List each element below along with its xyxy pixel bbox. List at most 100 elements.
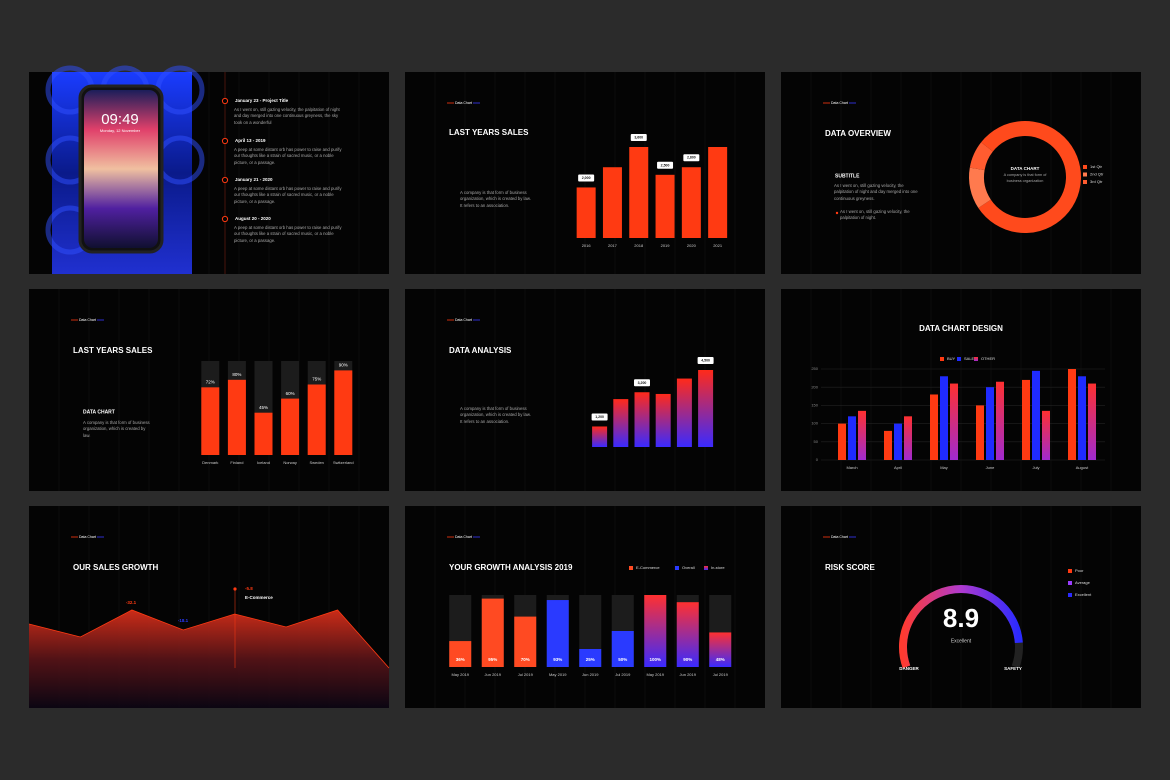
bar [307,384,326,455]
value-label: 3,600 [634,136,643,140]
donut-segment [978,120,1082,233]
x-tick-label: 2018 [634,243,644,248]
phone-time: 09:49 [101,111,139,128]
slide-label: Data Chart [455,535,472,539]
y-tick-label: 200 [811,384,818,389]
value-label: 72% [206,380,215,385]
value-label-box [630,134,647,141]
bar [201,387,220,455]
subtitle: DATA CHART [83,409,115,415]
bar [334,370,353,455]
x-tick-label: Jun 2019 [582,672,599,677]
donut-text: A company is that form of business organ… [1003,173,1047,183]
x-tick-label: Sweden [309,460,323,465]
legend-swatch [1068,569,1072,573]
x-tick-label: Norway [283,460,297,465]
y-tick-label: 0 [816,457,819,462]
value-label: 48% [716,657,725,662]
value-label-box [683,154,700,162]
x-tick-label: Iceland [257,460,270,465]
legend-label: 1st Qtr [1090,164,1103,169]
paragraph-box: A company is that form of business organ… [83,420,150,438]
paragraph: A company is that form of business organ… [460,190,531,208]
event-text: A peep at some distant orb has power to … [234,225,342,243]
donut-title: DATA CHART [1011,166,1040,171]
legend-swatch [940,357,944,361]
bar [655,174,675,238]
bar [254,412,273,455]
value-label: 2,000 [582,176,591,180]
legend-swatch [1068,593,1072,597]
slide-title: OUR SALES GROWTH [73,563,159,572]
slide-title: YOUR GROWTH ANALYSIS 2019 [449,563,573,572]
paragraph-box: As I went on, still gazing velocity, the… [834,183,918,201]
slide-label: Data Chart [455,101,472,105]
legend-label: BUY [947,356,956,361]
area [29,610,389,708]
y-tick-label: 100 [811,421,818,426]
bar [894,423,902,460]
annotation: -5.8 [245,586,253,591]
subtitle: SUBTITLE [835,173,860,179]
bar [576,187,596,238]
annotation: -32.1 [126,600,137,605]
bar [227,379,246,455]
bar [838,423,846,460]
timeline-dot [221,137,229,145]
legend-label: 3rd Qtr [1090,179,1103,184]
value-label: 45% [259,405,268,410]
slide-label: Data Chart [79,535,96,539]
event-title: January 21 - 2020 [235,177,273,182]
bar [884,430,892,460]
slide-title: DATA ANALYSIS [449,346,512,355]
bar [858,410,866,460]
bullet-text: As I went on, still gazing velocity, the… [840,209,910,221]
x-tick-label: Jul 2019 [713,672,729,677]
legend-label: Excellent [1075,592,1092,597]
value-label-box [657,161,674,169]
event-text: A peep at some distant orb has power to … [234,147,342,165]
event-text: A peep at some distant orb has power to … [234,186,342,204]
legend-swatch [704,566,708,570]
value-label-box [578,174,595,182]
phone-date: Monday, 12 November [100,128,141,133]
x-tick-label: Denmark [202,460,218,465]
bar [579,649,602,667]
donut-segment [969,142,993,171]
paragraph: A company is that form of business organ… [460,406,531,424]
bar [449,641,472,667]
bar [676,602,699,667]
bar [950,383,958,460]
donut-segment [969,167,991,208]
bar [848,416,856,460]
value-label: 95% [488,657,497,662]
value-label: 80% [232,372,241,377]
legend-swatch [1068,581,1072,585]
value-label: 90% [683,657,692,662]
y-tick-label: 150 [811,402,818,407]
value-label: 70% [521,657,530,662]
bar [546,600,569,667]
value-label: 2,800 [687,156,696,160]
value-label-box [634,379,650,387]
legend-swatch [974,357,978,361]
x-tick-label: Jun 2019 [485,672,502,677]
bar [930,394,938,460]
event-title: January 23 - Project Title [235,98,289,103]
paragraph-box: A peep at some distant orb has power to … [234,186,342,204]
value-label: 4,500 [701,359,710,363]
bullet-dot [835,211,839,215]
bar [1078,376,1086,460]
legend-label: 2nd Qtr [1090,172,1104,177]
x-tick-label: 2016 [582,243,592,248]
marker-dot [233,587,237,591]
x-tick-label: May 2019 [646,672,664,677]
gauge-number: 8.9 [943,603,979,633]
legend-swatch [957,357,961,361]
gauge-min: DANGER [899,666,919,671]
bar [629,147,649,238]
bar [1088,383,1096,460]
bar [940,376,948,460]
x-tick-label: 2019 [661,243,671,248]
